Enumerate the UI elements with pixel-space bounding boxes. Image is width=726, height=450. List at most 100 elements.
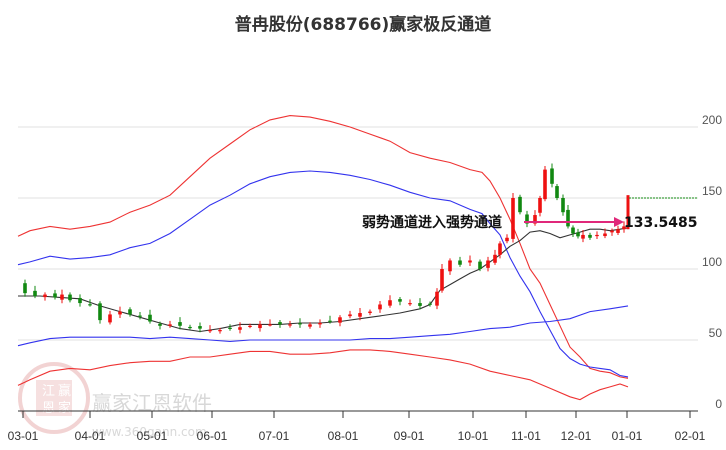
candle-up xyxy=(533,215,537,224)
x-tick-label: 03-01 xyxy=(8,429,39,443)
x-tick-label: 04-01 xyxy=(75,429,106,443)
candle-down xyxy=(23,283,27,294)
candle-down xyxy=(68,294,72,301)
seal-char: 赢 xyxy=(58,383,71,399)
arrow-head-icon xyxy=(614,217,624,227)
candle-down xyxy=(576,232,580,237)
y-tick-label: 100 xyxy=(702,255,722,269)
candle-up xyxy=(440,269,444,291)
candle-down xyxy=(398,299,402,302)
y-tick-label: 0 xyxy=(715,397,722,411)
candle-up xyxy=(348,314,352,317)
x-tick-label: 12-01 xyxy=(561,429,592,443)
chart-title: 普冉股份(688766)赢家极反通道 xyxy=(234,15,492,35)
candle-up xyxy=(108,314,112,323)
x-tick-label: 06-01 xyxy=(197,429,228,443)
candle-up xyxy=(408,303,412,305)
candle-up xyxy=(168,324,172,326)
watermark-seal: 江赢恩家 xyxy=(18,362,90,434)
candle-up xyxy=(498,243,502,255)
annotations: 弱势通道进入强势通道 133.5485 xyxy=(362,197,698,231)
candle-up-last xyxy=(626,195,630,230)
candle-down xyxy=(550,168,554,184)
grid-lines xyxy=(18,126,698,341)
candle-up xyxy=(538,198,542,213)
candle-up xyxy=(505,237,509,242)
candle-up xyxy=(358,313,362,317)
candle-down xyxy=(561,198,565,213)
candle-up xyxy=(378,304,382,310)
candle-up xyxy=(238,327,242,330)
candle-up xyxy=(603,233,607,237)
candle-down xyxy=(88,304,92,306)
candle-down xyxy=(458,260,462,265)
candle-up xyxy=(318,322,322,325)
candle-down xyxy=(525,214,529,224)
seal-char: 恩 xyxy=(42,401,55,416)
watermark: 江赢恩家赢家江恩软件www.360gann.com xyxy=(18,362,212,439)
candle-up xyxy=(60,294,64,300)
candle-up xyxy=(616,229,620,233)
y-tick-label: 200 xyxy=(702,113,722,127)
candle-up xyxy=(118,311,122,315)
candle-down xyxy=(278,322,282,325)
line-upper_inner xyxy=(17,170,629,378)
candle-down xyxy=(148,314,152,322)
candle-down xyxy=(138,315,142,317)
candle-down xyxy=(571,227,575,234)
candle-up xyxy=(435,291,439,306)
candle-down xyxy=(428,303,432,305)
candle-up xyxy=(468,260,472,263)
x-tick-label: 09-01 xyxy=(394,429,425,443)
candle-down xyxy=(555,186,559,198)
watermark-url: www.360gann.com xyxy=(92,425,207,439)
candle-down xyxy=(128,309,132,315)
candle-down xyxy=(53,293,57,298)
candle-up xyxy=(622,226,626,230)
line-lower_outer xyxy=(17,349,629,401)
candle-up xyxy=(43,294,47,298)
candle-up xyxy=(595,234,599,237)
x-tick-label: 07-01 xyxy=(259,429,290,443)
candle-up xyxy=(218,330,222,332)
candle-down xyxy=(33,290,37,296)
y-tick-label: 150 xyxy=(702,184,722,198)
x-tick-label: 08-01 xyxy=(328,429,359,443)
candle-down xyxy=(178,322,182,326)
seal-square xyxy=(36,380,72,416)
candle-up xyxy=(610,230,614,233)
signal-label: 弱势通道进入强势通道 xyxy=(362,214,502,231)
seal-char: 家 xyxy=(58,400,71,416)
candle-down xyxy=(518,196,522,213)
candle-up xyxy=(486,260,490,268)
candle-down xyxy=(188,326,192,329)
candle-down xyxy=(566,209,570,227)
candle-down xyxy=(78,297,82,304)
price-label: 133.5485 xyxy=(624,215,698,231)
candle-down xyxy=(98,303,102,321)
candlesticks xyxy=(23,163,630,334)
candle-down xyxy=(588,234,592,238)
x-tick-label: 02-01 xyxy=(675,429,706,443)
candle-down xyxy=(328,320,332,322)
candle-up xyxy=(288,324,292,326)
candle-up xyxy=(493,254,497,263)
candle-up xyxy=(208,330,212,332)
x-tick-label: 01-01 xyxy=(612,429,643,443)
seal-ring xyxy=(18,362,90,434)
candle-up xyxy=(338,317,342,323)
axes: 0 50 100 150 200 03-01 04-01 05-01 06-01 07-01 08-… xyxy=(8,113,723,443)
candle-up xyxy=(258,324,262,329)
candle-up xyxy=(268,324,272,326)
candle-down xyxy=(298,323,302,325)
x-tick-label: 05-01 xyxy=(137,429,168,443)
candle-up xyxy=(543,169,547,200)
line-lower_inner xyxy=(17,305,629,347)
candle-up xyxy=(581,234,585,239)
candle-down xyxy=(478,261,482,269)
candle-down xyxy=(228,327,232,329)
seal-char: 江 xyxy=(42,384,55,399)
candle-up xyxy=(308,324,312,327)
candle-up xyxy=(248,325,252,327)
